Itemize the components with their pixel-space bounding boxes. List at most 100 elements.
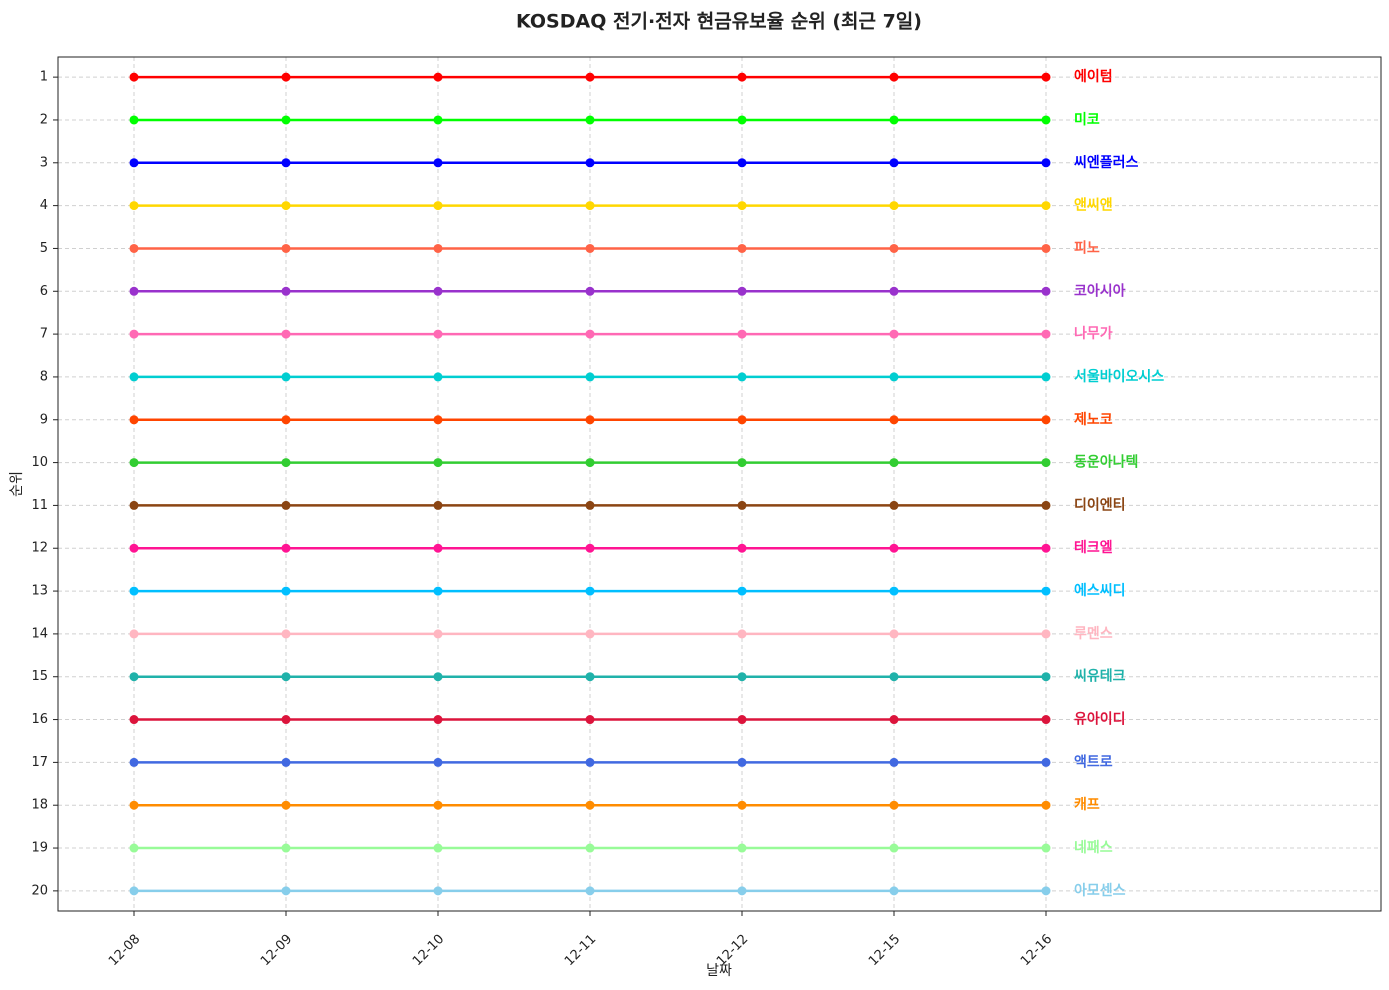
y-tick-label: 5 [40,241,48,256]
legend-label: 디이엔티 [1074,496,1126,513]
data-point [889,329,899,339]
data-point [737,715,747,725]
data-point [737,158,747,168]
data-point [889,629,899,639]
data-point [129,886,139,896]
data-point [889,715,899,725]
y-tick-label: 10 [31,455,48,470]
data-point [129,72,139,82]
data-point [1041,757,1051,767]
data-point [737,629,747,639]
data-point [737,329,747,339]
data-point [281,458,291,468]
data-point [889,543,899,553]
data-point [129,458,139,468]
y-axis-label: 순위 [9,471,25,497]
data-point [433,886,443,896]
data-point [737,72,747,82]
legend-label: 에이텀 [1074,68,1113,85]
data-point [433,243,443,253]
data-point [1041,372,1051,382]
legend-label: 미코 [1074,112,1100,128]
data-point [1041,158,1051,168]
data-point [889,800,899,810]
legend-label: 네패스 [1074,840,1113,856]
data-point [585,372,595,382]
y-tick-label: 19 [31,841,48,856]
data-point [585,715,595,725]
data-point [1041,800,1051,810]
data-point [1041,458,1051,468]
data-point [129,415,139,425]
data-point [737,415,747,425]
data-point [1041,201,1051,211]
legend-label: 테크엘 [1074,540,1113,556]
data-point [585,586,595,596]
data-point [281,158,291,168]
data-point [129,500,139,510]
data-point [281,543,291,553]
data-point [1041,843,1051,853]
data-point [281,500,291,510]
legend-label: 루멘스 [1074,626,1113,642]
data-point [1041,543,1051,553]
data-point [433,72,443,82]
data-point [1041,886,1051,896]
data-point [281,329,291,339]
data-point [585,629,595,639]
data-point [889,886,899,896]
legend-label: 나무가 [1074,326,1113,342]
data-point [1041,243,1051,253]
data-point [585,800,595,810]
x-tick-label: 12-09 [258,932,295,969]
x-tick-label: 12-10 [410,932,447,969]
y-tick-label: 13 [31,584,48,599]
data-point [737,886,747,896]
legend-label: 캐프 [1074,797,1100,813]
data-point [433,372,443,382]
data-point [281,586,291,596]
data-point [281,201,291,211]
data-point [433,500,443,510]
data-point [585,672,595,682]
data-point [1041,672,1051,682]
data-point [1041,586,1051,596]
data-point [737,672,747,682]
data-point [433,415,443,425]
data-point [1041,286,1051,296]
data-point [737,458,747,468]
data-point [737,201,747,211]
data-point [281,372,291,382]
data-point [737,586,747,596]
data-point [129,372,139,382]
x-tick-label: 12-08 [106,932,143,969]
legend-label: 에스씨디 [1074,583,1126,599]
data-point [129,201,139,211]
y-tick-label: 8 [40,369,48,384]
data-point [737,500,747,510]
legend-label: 씨엔플러스 [1074,154,1139,171]
data-point [889,72,899,82]
legend-label: 씨유테크 [1074,669,1126,685]
data-point [281,286,291,296]
data-point [129,329,139,339]
series-layer: 에이텀미코씨엔플러스앤씨앤피노코아시아나무가서울바이오시스제노코동운아나텍디이엔… [129,68,1164,899]
data-point [585,415,595,425]
data-point [585,243,595,253]
data-point [433,800,443,810]
data-point [737,800,747,810]
x-tick-label: 12-15 [866,932,903,969]
grid-layer [58,57,1381,911]
data-point [433,586,443,596]
data-point [889,201,899,211]
data-point [281,72,291,82]
data-point [889,843,899,853]
data-point [129,629,139,639]
y-tick-label: 20 [31,883,48,898]
legend-label: 동운아나텍 [1074,454,1138,471]
data-point [129,115,139,125]
y-tick-label: 17 [31,755,48,770]
data-point [433,286,443,296]
